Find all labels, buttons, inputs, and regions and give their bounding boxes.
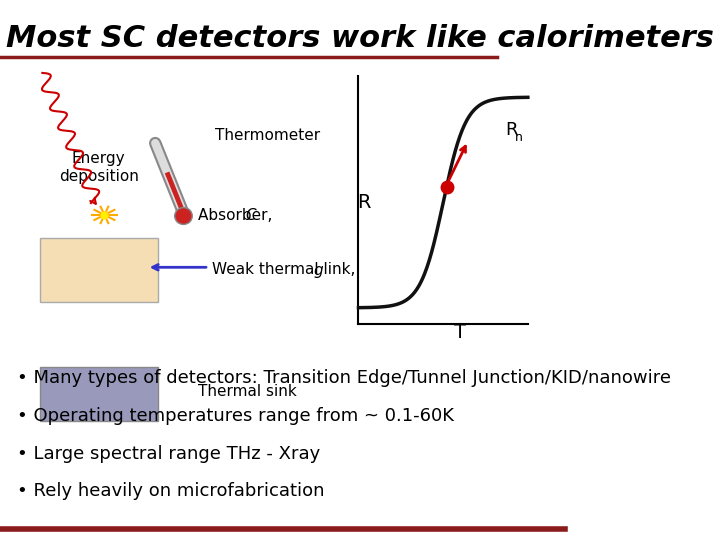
FancyBboxPatch shape	[40, 367, 158, 421]
Text: R: R	[357, 193, 371, 212]
Text: • Large spectral range THz - Xray: • Large spectral range THz - Xray	[17, 444, 320, 463]
Text: g: g	[313, 262, 323, 278]
Text: R: R	[505, 120, 518, 139]
Text: • Rely heavily on microfabrication: • Rely heavily on microfabrication	[17, 482, 325, 501]
Text: Energy
deposition: Energy deposition	[59, 151, 139, 184]
Text: Most SC detectors work like calorimeters: Most SC detectors work like calorimeters	[6, 24, 714, 53]
Circle shape	[176, 209, 191, 223]
Text: Thermometer: Thermometer	[215, 127, 320, 143]
Text: T: T	[454, 322, 466, 342]
Text: Thermal sink: Thermal sink	[197, 384, 297, 399]
Text: • Operating temperatures range from ~ 0.1-60K: • Operating temperatures range from ~ 0.…	[17, 407, 454, 425]
Text: Absorber,: Absorber,	[197, 208, 277, 224]
Text: C: C	[246, 208, 256, 224]
Text: • Many types of detectors: Transition Edge/Tunnel Junction/KID/nanowire: • Many types of detectors: Transition Ed…	[17, 369, 671, 387]
Text: n: n	[515, 131, 523, 144]
Text: Weak thermal link,: Weak thermal link,	[212, 262, 360, 278]
FancyBboxPatch shape	[40, 238, 158, 302]
